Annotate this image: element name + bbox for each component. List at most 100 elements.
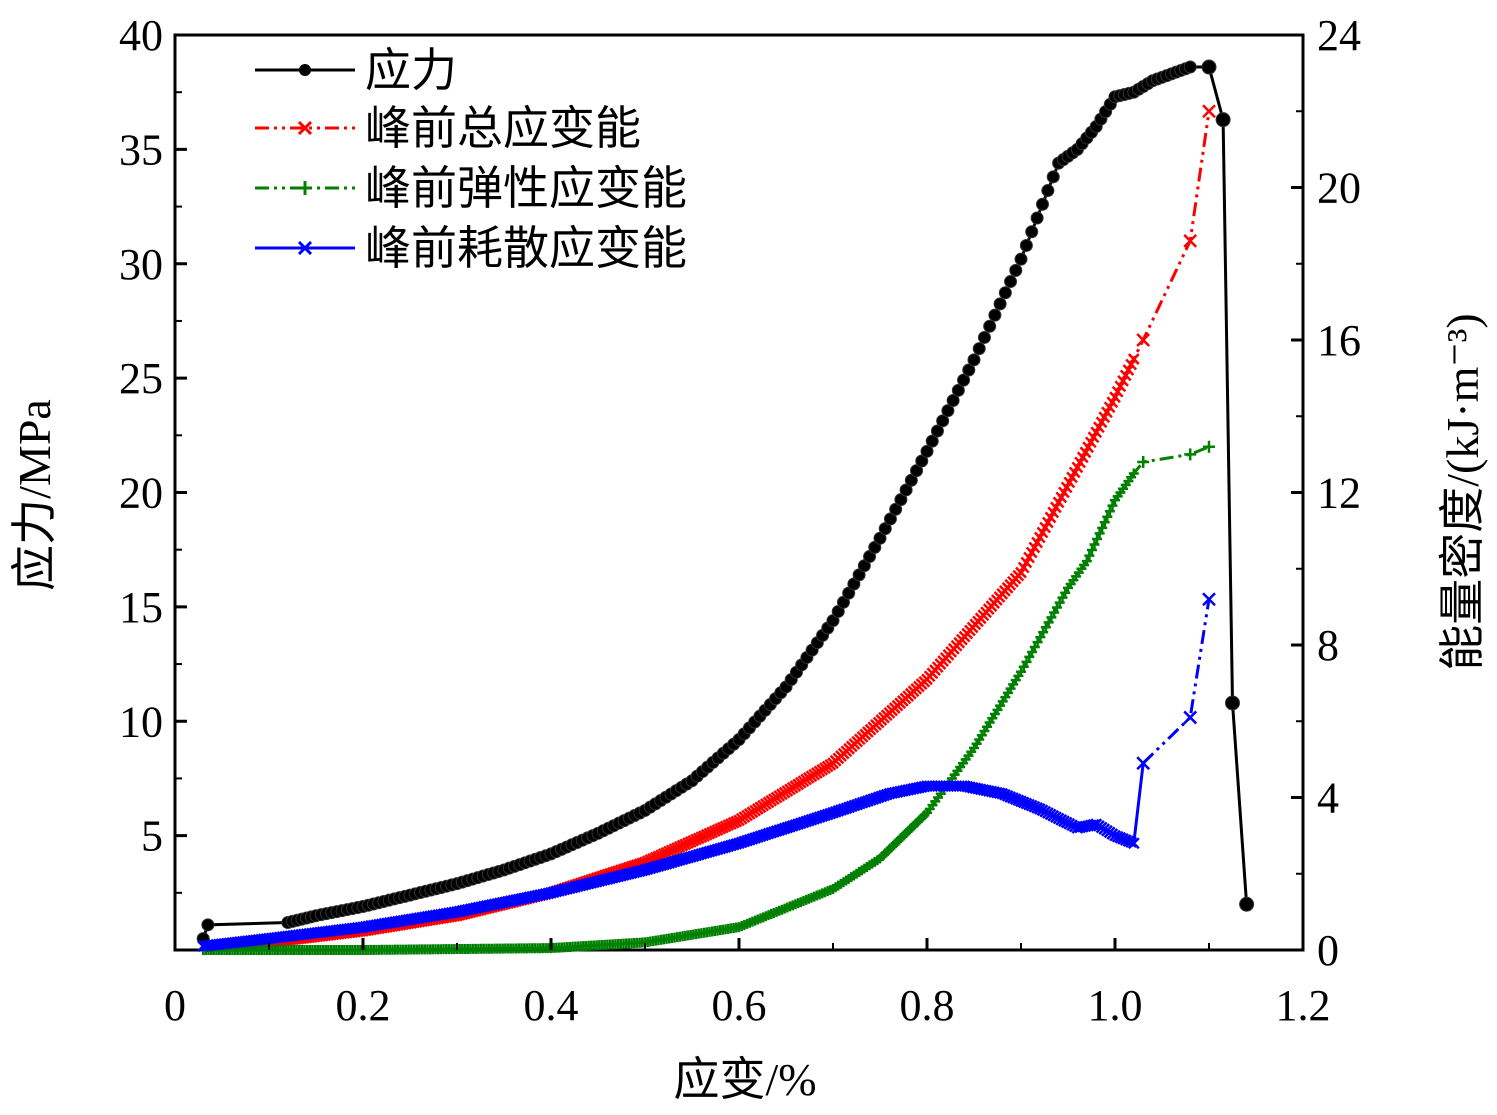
legend-label-elastic-energy: 峰前弹性应变能 <box>365 163 687 214</box>
data-point <box>988 308 1002 322</box>
data-point <box>1202 592 1216 607</box>
legend-marker-stress <box>299 64 311 76</box>
legend: 应力 峰前总应变能 峰前弹性应变能 峰前耗散应变能 <box>255 45 687 274</box>
series-layer <box>196 59 1255 955</box>
y-right-tick-label: 24 <box>1317 11 1361 60</box>
data-point <box>1137 456 1150 468</box>
data-point <box>1183 710 1198 725</box>
data-point <box>1127 353 1140 365</box>
data-point <box>1081 556 1092 567</box>
x-tick-label: 0.8 <box>900 981 955 1030</box>
data-point <box>1102 511 1113 522</box>
data-point <box>1201 59 1217 75</box>
data-point <box>957 373 971 387</box>
series-3 <box>197 592 1216 953</box>
data-point <box>1225 695 1240 711</box>
legend-item-dissipated-energy: 峰前耗散应变能 <box>255 223 687 274</box>
y-left-tick-label: 15 <box>119 583 163 632</box>
data-point <box>1104 506 1115 517</box>
y-left-tick-label: 20 <box>119 469 163 518</box>
x-tick-label: 0.6 <box>712 981 767 1030</box>
y-right-tick-label: 20 <box>1317 164 1361 213</box>
series-line-2 <box>203 445 1210 952</box>
y-left-tick-label: 30 <box>119 240 163 289</box>
data-point <box>1127 837 1140 850</box>
x-tick-label: 1.0 <box>1088 981 1143 1030</box>
data-point <box>993 297 1007 311</box>
x-tick-label: 0 <box>164 981 186 1030</box>
data-point <box>983 319 997 333</box>
x-axis-title: 应变/% <box>673 1054 816 1105</box>
data-point <box>1097 522 1108 533</box>
legend-item-stress: 应力 <box>255 45 457 96</box>
data-point <box>972 342 986 356</box>
x-tick-label: 0.4 <box>524 981 579 1030</box>
y-left-tick-label: 25 <box>119 354 163 403</box>
data-point <box>925 434 939 448</box>
x-tick-label: 1.2 <box>1276 981 1331 1030</box>
data-point <box>1035 197 1049 211</box>
x-tick-label: 0.2 <box>336 981 391 1030</box>
legend-label-total-energy: 峰前总应变能 <box>365 103 641 154</box>
data-point <box>1183 233 1198 248</box>
data-point <box>1089 539 1100 550</box>
data-point <box>1094 528 1105 539</box>
data-point <box>967 353 981 367</box>
y-left-tick-label: 35 <box>119 125 163 174</box>
y-left-tick-label: 10 <box>119 697 163 746</box>
data-point <box>1136 756 1151 771</box>
y-left-axis-title: 应力/MPa <box>9 399 60 591</box>
data-point <box>936 414 950 428</box>
data-point <box>1046 170 1060 184</box>
y-right-tick-label: 16 <box>1317 316 1361 365</box>
data-point <box>920 444 934 458</box>
data-point <box>1009 263 1023 277</box>
data-point <box>1030 211 1044 225</box>
data-point <box>1004 275 1018 289</box>
data-point <box>1107 500 1118 511</box>
series-line-0 <box>201 65 1249 940</box>
data-point <box>930 424 944 438</box>
data-point <box>1239 896 1255 912</box>
data-point <box>1184 448 1197 461</box>
data-point <box>1025 225 1039 239</box>
data-point <box>1128 468 1139 479</box>
legend-label-dissipated-energy: 峰前耗散应变能 <box>365 223 687 274</box>
data-point <box>941 404 955 418</box>
data-point <box>977 330 991 344</box>
data-point <box>1183 60 1197 74</box>
data-point <box>998 286 1012 300</box>
legend-item-elastic-energy: 峰前弹性应变能 <box>255 163 687 214</box>
legend-item-total-energy: 峰前总应变能 <box>255 103 641 154</box>
y-right-tick-label: 0 <box>1317 926 1339 975</box>
data-point <box>1086 545 1097 556</box>
y-right-tick-label: 12 <box>1317 469 1361 518</box>
data-point <box>1092 533 1103 544</box>
data-point <box>946 393 960 407</box>
ticks-layer: 0 0.2 0.4 0.6 0.8 1.0 1.2 5 10 15 20 25 30 35 40 0 4 8 12 1… <box>119 11 1361 1030</box>
data-point <box>1099 517 1110 528</box>
data-point <box>962 363 976 377</box>
data-point <box>1084 550 1095 561</box>
series-0 <box>196 59 1255 946</box>
series-line-tail-3 <box>1142 599 1211 765</box>
y-right-tick-label: 8 <box>1317 621 1339 670</box>
data-point <box>1014 252 1028 266</box>
data-point <box>1203 440 1215 453</box>
legend-marker-total-energy <box>297 120 313 136</box>
y-right-axis-title: 能量密度/(kJ·m⁻³) <box>1437 313 1488 671</box>
y-left-tick-label: 40 <box>119 11 163 60</box>
legend-marker-elastic-energy <box>298 181 312 195</box>
data-point <box>1215 112 1231 128</box>
y-left-tick-label: 5 <box>141 812 163 861</box>
y-right-tick-label: 4 <box>1317 774 1339 823</box>
data-point <box>1041 184 1055 198</box>
legend-label-stress: 应力 <box>365 45 457 96</box>
data-point <box>201 918 215 932</box>
data-point <box>1202 104 1216 119</box>
legend-marker-dissipated-energy <box>297 240 313 256</box>
series-2 <box>198 440 1215 955</box>
data-point <box>951 383 965 397</box>
data-point <box>1136 333 1151 347</box>
